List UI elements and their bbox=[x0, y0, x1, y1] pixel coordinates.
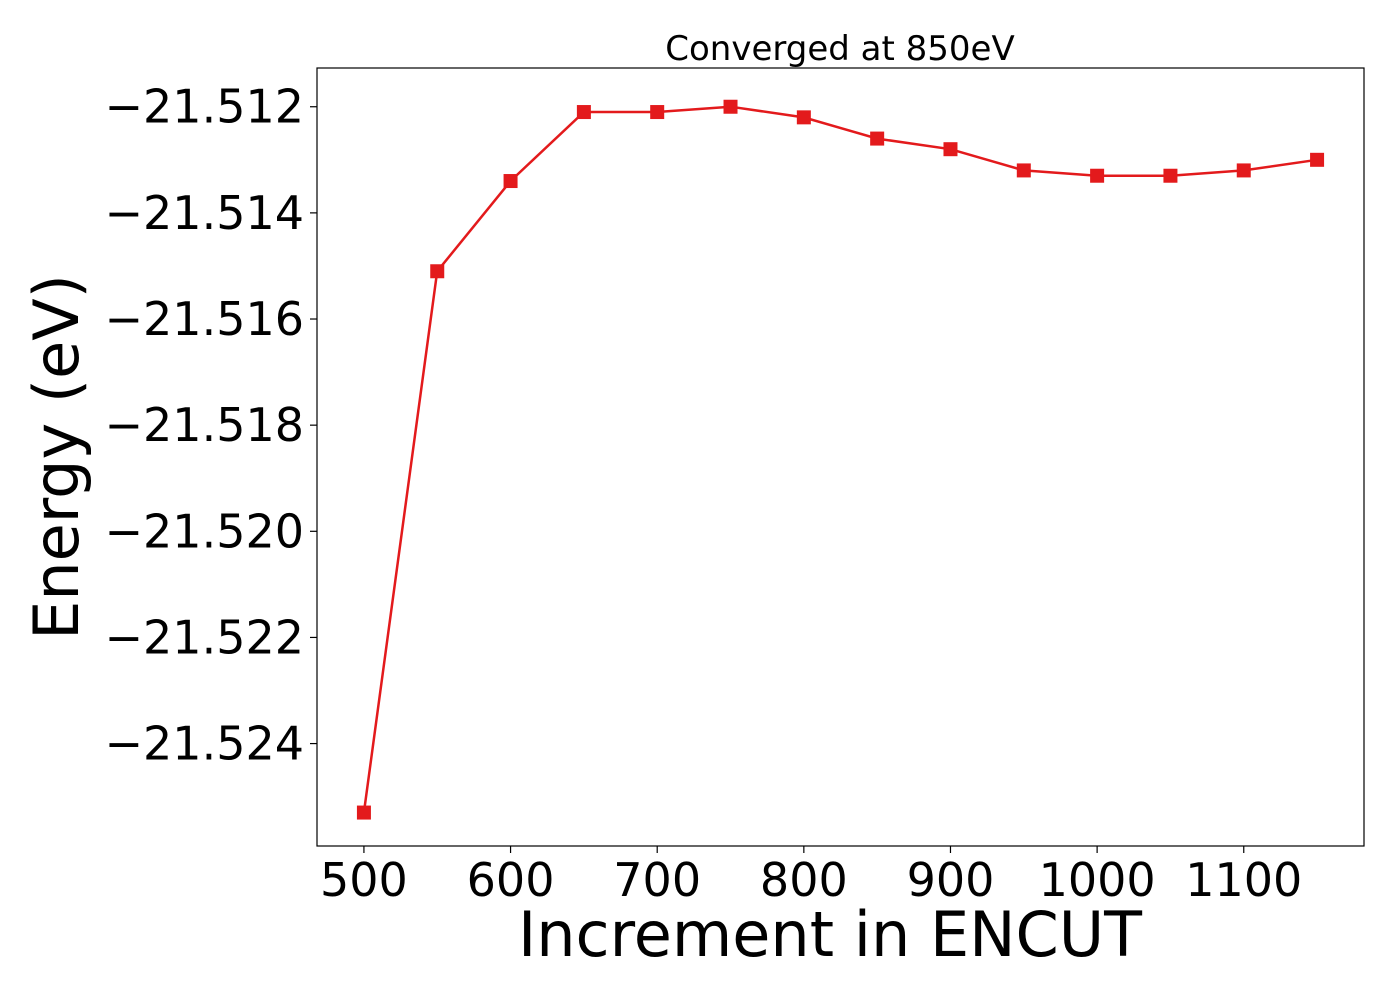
y-tick-label: −21.520 bbox=[105, 504, 305, 558]
x-tick-label: 700 bbox=[613, 853, 701, 907]
x-axis-ticks: 500 600 700 800 900 1000 1100 bbox=[320, 846, 1302, 907]
data-point-marker bbox=[1236, 163, 1251, 178]
y-tick-label: −21.518 bbox=[105, 398, 305, 452]
x-tick-label: 1000 bbox=[1039, 853, 1156, 907]
y-tick-label: −21.512 bbox=[105, 80, 305, 134]
data-point-marker bbox=[1090, 168, 1105, 183]
y-tick-label: −21.516 bbox=[105, 292, 305, 346]
y-axis-label: Energy (eV) bbox=[20, 274, 93, 640]
x-tick-label: 800 bbox=[760, 853, 848, 907]
x-tick-label: 600 bbox=[467, 853, 555, 907]
data-point-marker bbox=[796, 110, 811, 125]
y-tick-label: −21.522 bbox=[105, 610, 305, 664]
data-point-marker bbox=[576, 105, 591, 120]
x-tick-label: 900 bbox=[907, 853, 995, 907]
data-point-marker bbox=[943, 142, 958, 157]
x-tick-label: 500 bbox=[320, 853, 408, 907]
y-tick-label: −21.514 bbox=[105, 186, 305, 240]
data-point-marker bbox=[430, 264, 445, 279]
chart-title: Converged at 850eV bbox=[665, 29, 1014, 69]
series-markers bbox=[356, 99, 1325, 820]
y-tick-label: −21.524 bbox=[105, 717, 305, 771]
data-point-marker bbox=[356, 805, 371, 820]
data-point-marker bbox=[503, 174, 518, 189]
x-axis-label: Increment in ENCUT bbox=[518, 898, 1143, 971]
data-point-marker bbox=[723, 99, 738, 114]
data-point-marker bbox=[650, 105, 665, 120]
x-tick-label: 1100 bbox=[1185, 853, 1302, 907]
data-point-marker bbox=[1016, 163, 1031, 178]
y-axis-ticks: −21.512 −21.514 −21.516 −21.518 −21.520 −21.5… bbox=[105, 80, 317, 771]
series-line bbox=[362, 105, 1318, 813]
plot-area-frame bbox=[316, 67, 1365, 847]
data-point-marker bbox=[1310, 152, 1325, 167]
data-point-marker bbox=[1163, 168, 1178, 183]
data-point-marker bbox=[870, 131, 885, 146]
